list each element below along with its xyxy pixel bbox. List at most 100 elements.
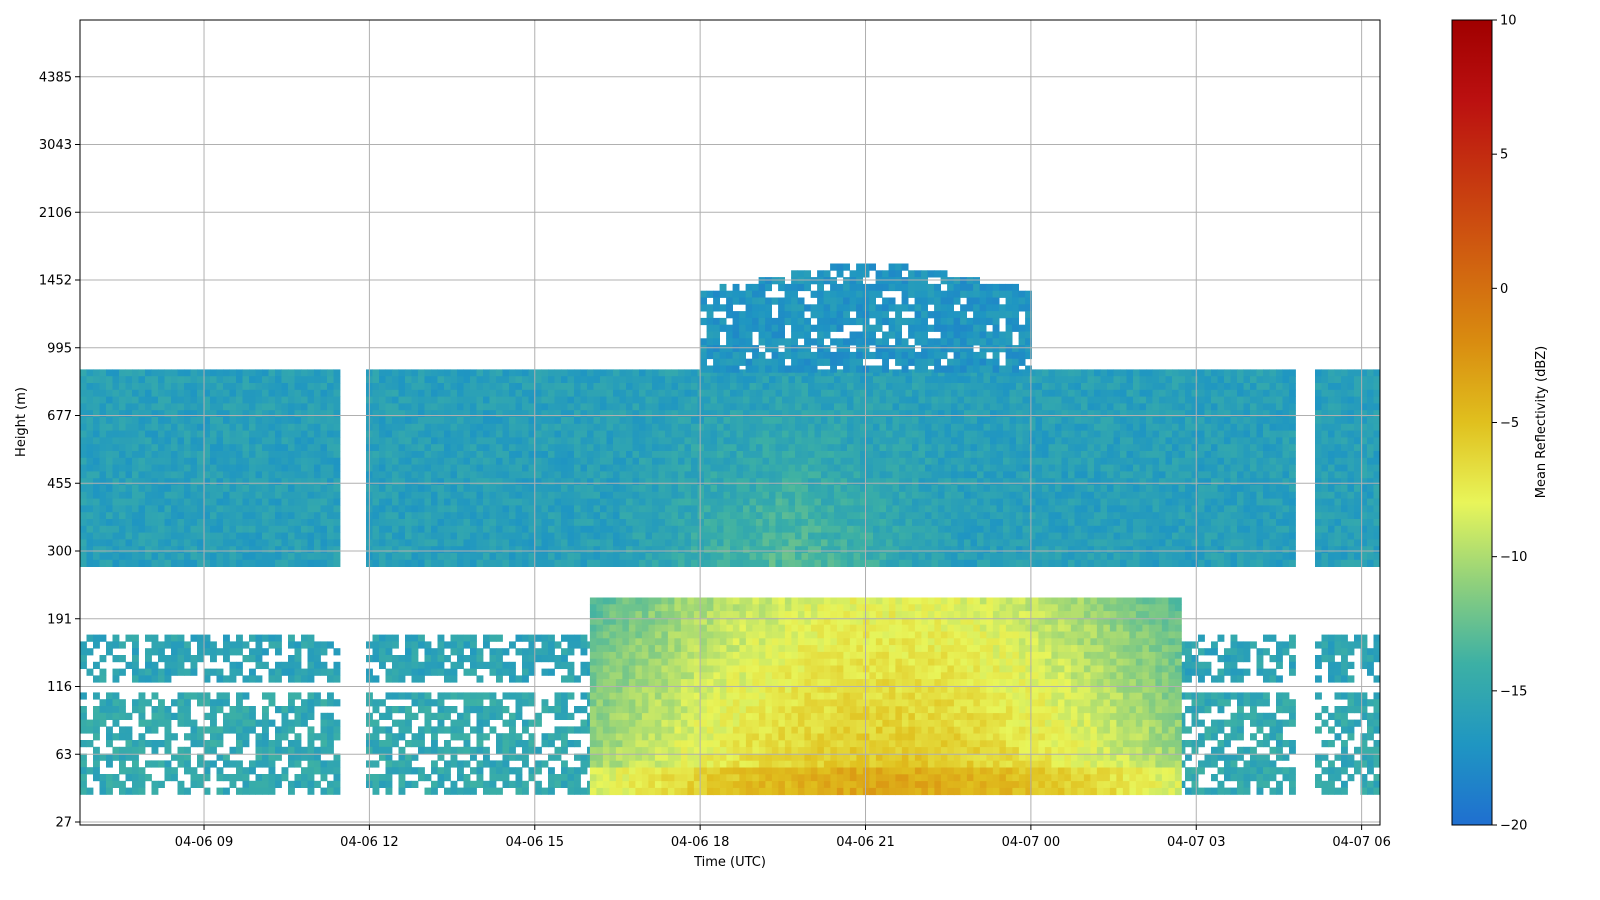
heatmap-cell <box>496 512 503 519</box>
heatmap-cell <box>204 560 211 567</box>
heatmap-cell <box>100 669 107 676</box>
heatmap-cell <box>158 512 165 519</box>
heatmap-cell <box>581 526 588 533</box>
heatmap-cell <box>171 539 178 546</box>
heatmap-cell <box>197 397 204 404</box>
heatmap-cell <box>574 444 581 451</box>
heatmap-cell <box>1192 669 1199 676</box>
heatmap-cell <box>483 713 490 720</box>
heatmap-cell <box>1367 662 1374 669</box>
heatmap-cell <box>249 533 256 540</box>
heatmap-cell <box>516 740 523 747</box>
heatmap-cell <box>574 774 581 781</box>
heatmap-cell <box>399 458 406 465</box>
heatmap-cell <box>548 492 555 499</box>
heatmap-cell <box>568 437 575 444</box>
heatmap-cell <box>1354 706 1361 713</box>
heatmap-cell <box>574 512 581 519</box>
heatmap-cell <box>561 692 568 699</box>
heatmap-cell <box>490 553 497 560</box>
heatmap-cell <box>171 397 178 404</box>
heatmap-cell <box>256 675 263 682</box>
heatmap-cell <box>236 662 243 669</box>
heatmap-cell <box>139 444 146 451</box>
heatmap-cell <box>412 458 419 465</box>
heatmap-cell <box>1231 692 1238 699</box>
heatmap-cell <box>243 505 250 512</box>
heatmap-cell <box>516 767 523 774</box>
heatmap-cell <box>236 492 243 499</box>
heatmap-cell <box>217 740 224 747</box>
heatmap-cell <box>1218 781 1225 788</box>
heatmap-cell <box>256 410 263 417</box>
heatmap-cell <box>113 533 120 540</box>
heatmap-cell <box>321 699 328 706</box>
heatmap-cell <box>379 553 386 560</box>
heatmap-cell <box>334 781 341 788</box>
heatmap-cell <box>139 431 146 438</box>
heatmap-cell <box>87 478 94 485</box>
heatmap-cell <box>1205 760 1212 767</box>
heatmap-cell <box>314 526 321 533</box>
heatmap-cell <box>334 675 341 682</box>
heatmap-cell <box>574 706 581 713</box>
heatmap-cell <box>1270 733 1277 740</box>
heatmap-cell <box>1276 788 1283 795</box>
heatmap-cell <box>522 383 529 390</box>
heatmap-cell <box>100 492 107 499</box>
heatmap-cell <box>581 397 588 404</box>
heatmap-cell <box>516 788 523 795</box>
heatmap-cell <box>509 533 516 540</box>
heatmap-cell <box>535 720 542 727</box>
heatmap-cell <box>256 720 263 727</box>
heatmap-cell <box>204 383 211 390</box>
heatmap-cell <box>438 485 445 492</box>
heatmap-cell <box>132 788 139 795</box>
heatmap-cell <box>321 519 328 526</box>
heatmap-cell <box>165 662 172 669</box>
heatmap-cell <box>223 369 230 376</box>
heatmap-cell <box>386 767 393 774</box>
heatmap-cell <box>249 720 256 727</box>
heatmap-cell <box>451 444 458 451</box>
heatmap-cell <box>1341 788 1348 795</box>
heatmap-cell <box>334 478 341 485</box>
heatmap-cell <box>516 675 523 682</box>
heatmap-cell <box>386 726 393 733</box>
heatmap-cell <box>223 635 230 642</box>
heatmap-cell <box>418 774 425 781</box>
heatmap-cell <box>522 740 529 747</box>
heatmap-cell <box>191 512 198 519</box>
heatmap-cell <box>184 720 191 727</box>
heatmap-cell <box>321 767 328 774</box>
heatmap-cell <box>126 526 133 533</box>
heatmap-cell <box>113 635 120 642</box>
heatmap-cell <box>438 560 445 567</box>
heatmap-cell <box>405 655 412 662</box>
heatmap-cell <box>93 635 100 642</box>
heatmap-cell <box>93 397 100 404</box>
heatmap-cell <box>542 478 549 485</box>
heatmap-cell <box>535 437 542 444</box>
heatmap-cell <box>522 539 529 546</box>
heatmap-cell <box>1205 699 1212 706</box>
heatmap-cell <box>548 431 555 438</box>
heatmap-cell <box>178 512 185 519</box>
heatmap-cell <box>171 699 178 706</box>
heatmap-cell <box>1341 655 1348 662</box>
heatmap-cell <box>438 499 445 506</box>
heatmap-cell <box>139 417 146 424</box>
heatmap-cell <box>412 465 419 472</box>
heatmap-cell <box>1328 669 1335 676</box>
heatmap-cell <box>106 485 113 492</box>
heatmap-cell <box>470 788 477 795</box>
heatmap-cell <box>392 465 399 472</box>
heatmap-cell <box>269 465 276 472</box>
heatmap-cell <box>275 560 282 567</box>
heatmap-cell <box>321 478 328 485</box>
heatmap-cell <box>477 740 484 747</box>
heatmap-cell <box>587 505 594 512</box>
heatmap-cell <box>379 383 386 390</box>
heatmap-cell <box>438 747 445 754</box>
heatmap-cell <box>1198 692 1205 699</box>
